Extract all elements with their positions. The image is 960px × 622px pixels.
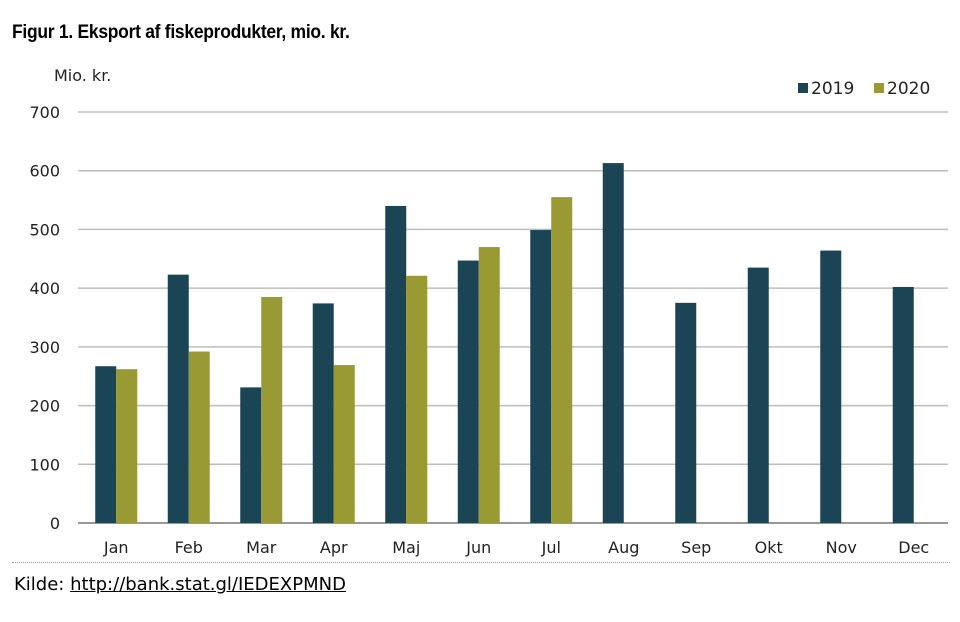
y-axis-label: Mio. kr. bbox=[54, 66, 111, 85]
bar-2020-apr bbox=[333, 365, 355, 523]
bar-2020-jan bbox=[116, 369, 138, 523]
y-tick-label: 500 bbox=[29, 220, 60, 239]
x-axis-ticks: Jan Feb Mar Apr Maj Jun Jul Aug Sep Okt Nov Dec bbox=[103, 538, 929, 557]
footer-divider bbox=[12, 562, 950, 563]
bar-2019-feb bbox=[167, 274, 189, 523]
legend-label-2019: 2019 bbox=[811, 79, 854, 99]
bar-2020-maj bbox=[406, 275, 428, 523]
y-tick-label: 600 bbox=[29, 162, 60, 181]
x-tick-label: Aug bbox=[608, 538, 639, 557]
bar-2019-jun bbox=[457, 260, 479, 523]
x-tick-label: Mar bbox=[246, 538, 277, 557]
bar-2019-nov bbox=[820, 250, 842, 523]
y-tick-label: 300 bbox=[29, 338, 60, 357]
x-tick-label: Okt bbox=[755, 538, 783, 557]
bar-chart: Mio. kr. 0 100 200 300 400 500 600 700 Jan Feb Ma… bbox=[29, 66, 948, 557]
bar-2019-okt bbox=[747, 267, 769, 523]
x-tick-label: Dec bbox=[898, 538, 929, 557]
bar-2019-maj bbox=[385, 205, 407, 523]
bar-2020-jun bbox=[478, 247, 500, 524]
x-tick-label: Jun bbox=[465, 538, 491, 557]
gridlines bbox=[78, 111, 948, 524]
y-tick-label: 200 bbox=[29, 397, 60, 416]
legend: 2019 2020 bbox=[798, 79, 930, 99]
x-tick-label: Jan bbox=[103, 538, 129, 557]
y-tick-label: 700 bbox=[29, 103, 60, 122]
y-axis-ticks: 0 100 200 300 400 500 600 700 bbox=[29, 103, 60, 533]
bar-2019-jan bbox=[95, 366, 117, 523]
source-label: Kilde: bbox=[14, 574, 65, 595]
y-tick-label: 400 bbox=[29, 279, 60, 298]
chart-title: Figur 1. Eksport af fiskeprodukter, mio.… bbox=[12, 22, 350, 43]
source-note: Kilde: http://bank.stat.gl/IEDEXPMND bbox=[14, 574, 346, 595]
bar-2019-mar bbox=[240, 387, 262, 523]
y-tick-label: 100 bbox=[29, 455, 60, 474]
bar-2019-apr bbox=[312, 303, 334, 523]
x-tick-label: Apr bbox=[320, 538, 348, 557]
legend-swatch-2020 bbox=[874, 83, 884, 93]
bar-2019-aug bbox=[602, 163, 624, 523]
y-tick-label: 0 bbox=[50, 514, 60, 533]
bars bbox=[95, 163, 914, 524]
x-tick-label: Feb bbox=[175, 538, 203, 557]
bar-2020-mar bbox=[261, 296, 283, 523]
source-link[interactable]: http://bank.stat.gl/IEDEXPMND bbox=[70, 574, 346, 595]
bar-2019-sep bbox=[675, 302, 697, 523]
x-tick-label: Jul bbox=[541, 538, 561, 557]
x-tick-label: Nov bbox=[826, 538, 857, 557]
bar-2019-jul bbox=[530, 230, 552, 523]
legend-swatch-2019 bbox=[798, 83, 808, 93]
x-tick-label: Sep bbox=[681, 538, 711, 557]
bar-2020-feb bbox=[188, 351, 210, 523]
bar-2019-dec bbox=[892, 286, 914, 523]
legend-label-2020: 2020 bbox=[887, 79, 930, 99]
bar-2020-jul bbox=[551, 197, 573, 523]
x-tick-label: Maj bbox=[392, 538, 420, 557]
